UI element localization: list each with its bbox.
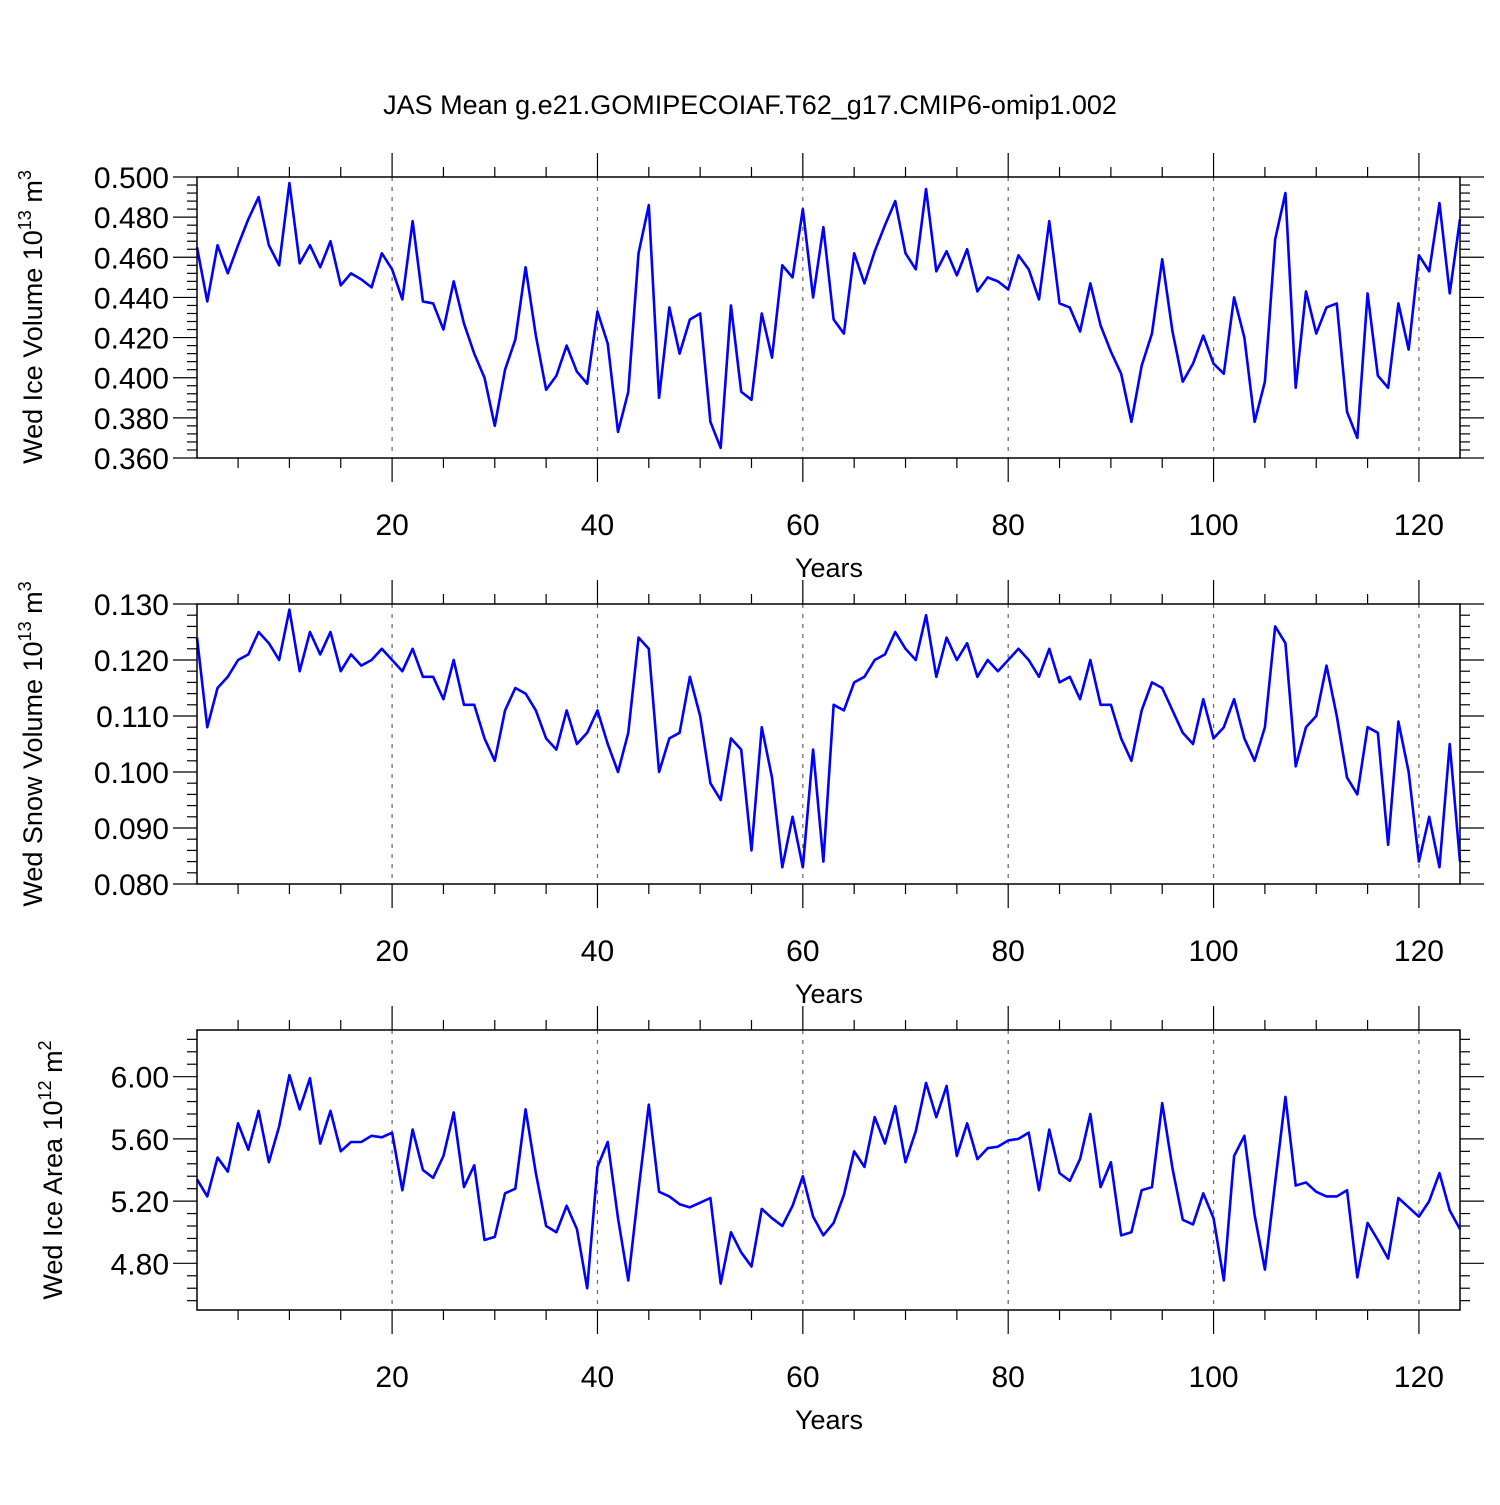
y-tick-label: 5.60 [111, 1124, 169, 1157]
y-axis-label: Wed Ice Volume 1013 m3 [15, 170, 48, 464]
y-tick-label: 0.110 [96, 701, 169, 734]
plot-frame [196, 1029, 1461, 1311]
y-tick-label: 0.420 [94, 323, 169, 356]
panel-3: 4.80 5.20 5.60 6.00 20 40 60 80 100 120 Years Wed I… [35, 1006, 1484, 1435]
y-axis-label-unit-exp: 3 [15, 170, 35, 180]
series-line [195, 1073, 1462, 1290]
x-tick-label: 20 [375, 935, 408, 968]
x-tick-label: 60 [786, 1361, 819, 1394]
plot-frame [196, 176, 1461, 459]
x-axis-label: Years [795, 1405, 863, 1435]
series-line [195, 181, 1462, 450]
y-tick-label: 0.500 [94, 162, 169, 195]
y-tick-label: 5.20 [111, 1186, 169, 1219]
panel-1: 0.360 0.380 0.400 0.420 0.440 0.460 0.480 0.500… [15, 153, 1484, 583]
x-tick-label: 80 [992, 1361, 1025, 1394]
x-tick-label: 100 [1189, 1361, 1239, 1394]
y-tick-label: 0.130 [94, 589, 169, 622]
y-tick-label: 0.440 [94, 282, 169, 315]
y-axis-label-unit-exp: 2 [35, 1040, 55, 1050]
x-tick-label: 100 [1189, 935, 1239, 968]
x-tick-label: 120 [1394, 1361, 1444, 1394]
y-axis-label-unit: m [18, 180, 48, 210]
y-tick-label: 0.100 [94, 757, 169, 790]
x-axis-label: Years [795, 553, 863, 583]
x-tick-label: 20 [375, 509, 408, 542]
y-axis-label-unit: m [18, 591, 48, 621]
x-tick-label: 120 [1394, 509, 1444, 542]
x-tick-label: 100 [1189, 509, 1239, 542]
y-axis-label: Wed Ice Area 1012 m2 [35, 1040, 68, 1299]
y-tick-label: 0.090 [94, 813, 169, 846]
y-tick-label: 0.400 [94, 363, 169, 396]
y-tick-label: 0.360 [94, 443, 169, 476]
y-tick-label: 0.380 [94, 403, 169, 436]
y-axis-label-main: Wed Ice Area 10 [38, 1100, 68, 1299]
y-tick-label: 4.80 [111, 1248, 169, 1281]
x-tick-label: 80 [992, 935, 1025, 968]
x-tick-label: 80 [992, 509, 1025, 542]
y-axis-label-exp: 13 [15, 621, 35, 641]
x-tick-label: 20 [375, 1361, 408, 1394]
plot-frame [196, 603, 1461, 885]
chart-title: JAS Mean g.e21.GOMIPECOIAF.T62_g17.CMIP6… [383, 90, 1117, 120]
y-axis-label-main: Wed Snow Volume 10 [18, 641, 48, 906]
x-tick-label: 60 [786, 509, 819, 542]
x-tick-label: 40 [581, 1361, 614, 1394]
x-tick-label: 40 [581, 935, 614, 968]
x-axis-label: Years [795, 979, 863, 1009]
y-axis-label-exp: 13 [15, 210, 35, 230]
y-axis-label-main: Wed Ice Volume 10 [18, 230, 48, 464]
y-axis-label-exp: 12 [35, 1080, 55, 1100]
y-tick-label: 6.00 [111, 1062, 169, 1095]
x-tick-label: 60 [786, 935, 819, 968]
panel-2: 0.080 0.090 0.100 0.110 0.120 0.130 20 40 60 80 10… [15, 580, 1484, 1009]
y-tick-label: 0.120 [94, 645, 169, 678]
y-axis-label-unit-exp: 3 [15, 581, 35, 591]
y-tick-label: 0.480 [94, 202, 169, 235]
x-tick-label: 40 [581, 509, 614, 542]
y-axis-label-unit: m [38, 1050, 68, 1080]
y-tick-label: 0.460 [94, 242, 169, 275]
x-tick-label: 120 [1394, 935, 1444, 968]
series-line [195, 608, 1462, 869]
y-tick-label: 0.080 [94, 869, 169, 902]
y-axis-label: Wed Snow Volume 1013 m3 [15, 581, 48, 906]
